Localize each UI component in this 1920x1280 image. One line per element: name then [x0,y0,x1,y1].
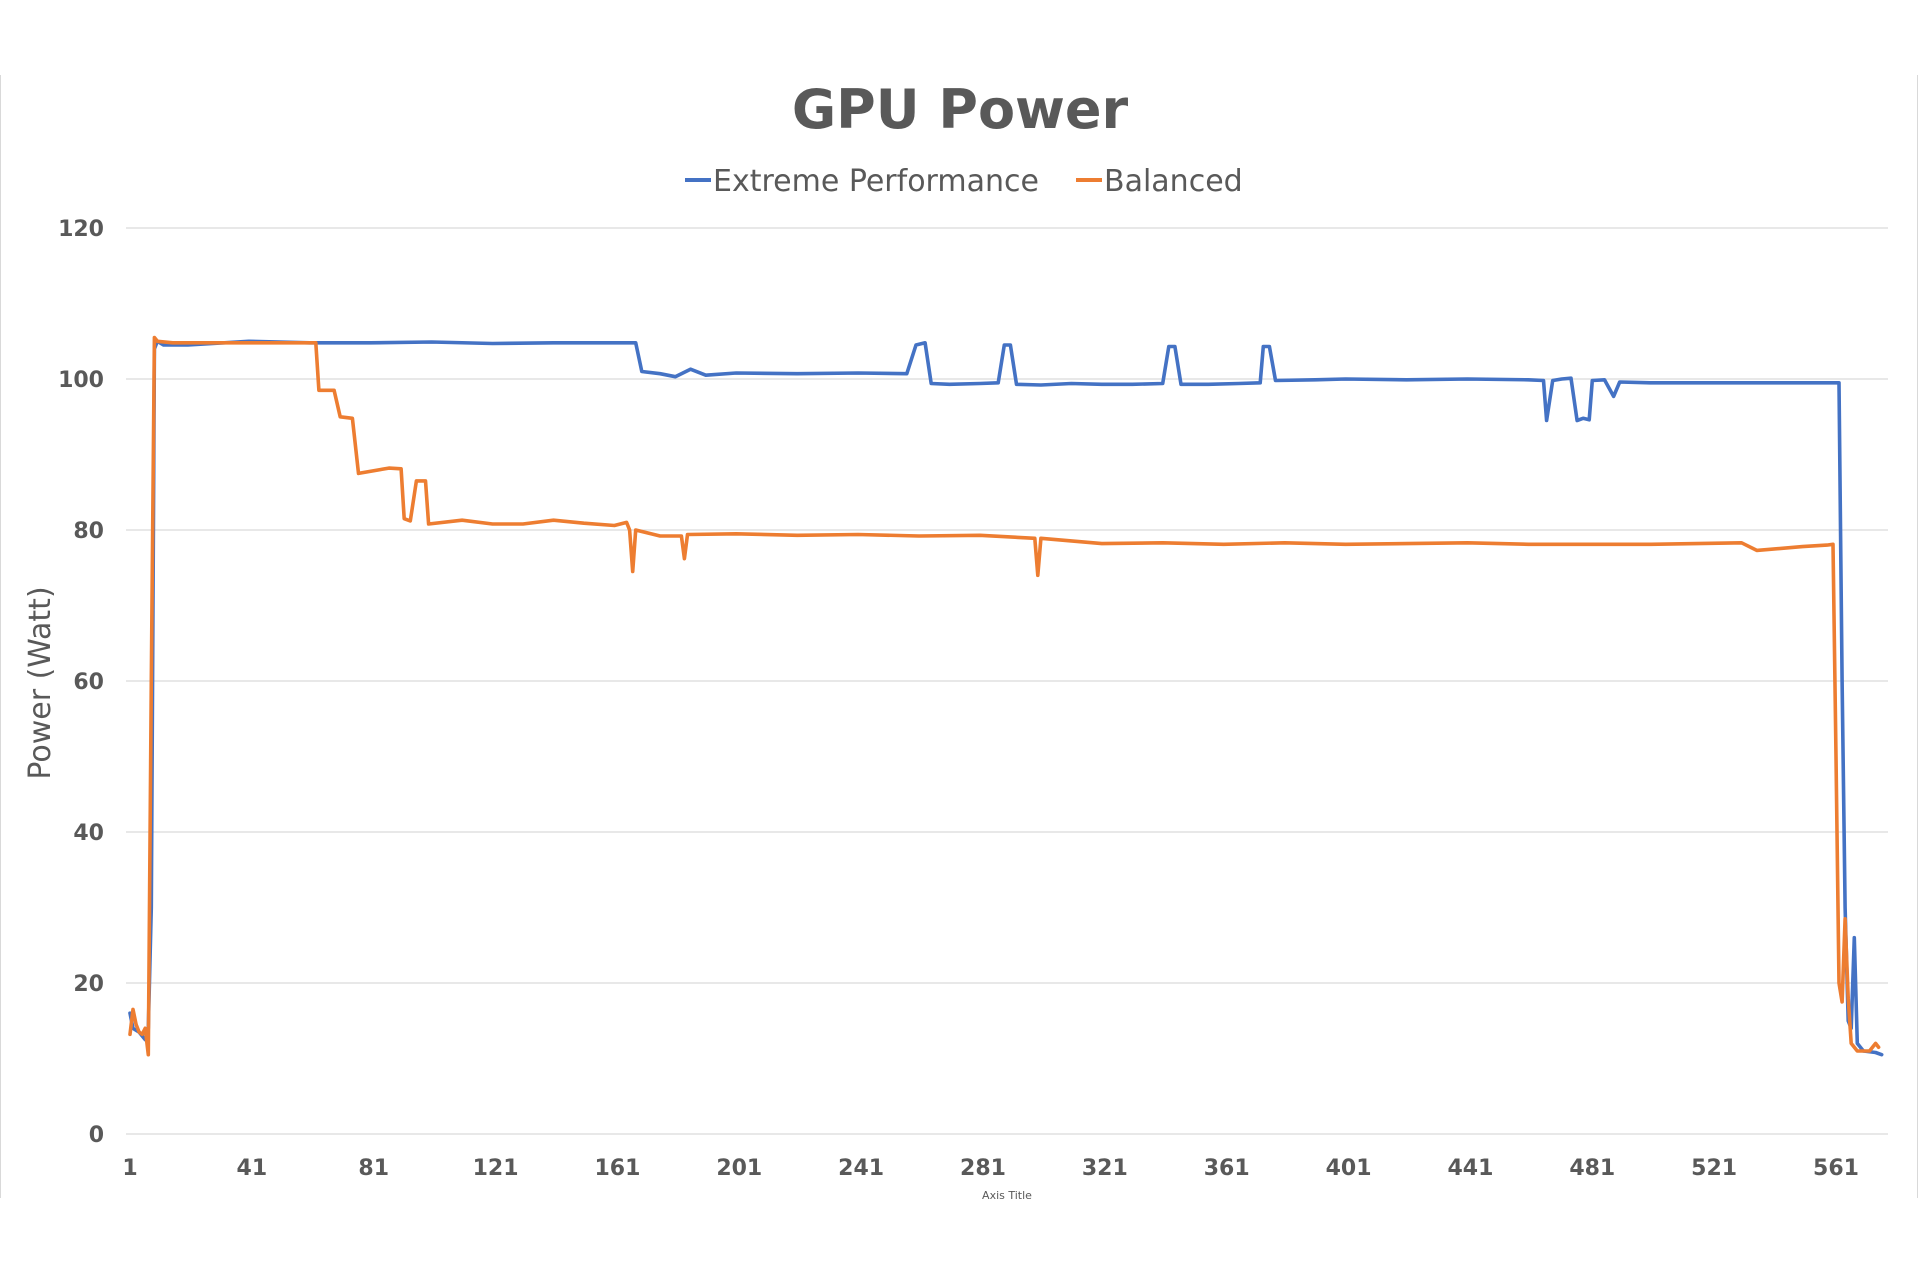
x-axis-ticks: 1 41 81 121 161 201 241 281 321 361 401 441 481 521 56… [122,1156,1859,1181]
y-tick-label: 40 [73,821,104,846]
x-axis-label: Axis Title [982,1189,1032,1202]
legend-label-extreme-performance: Extreme Performance [713,164,1039,199]
x-tick-label: 281 [960,1156,1006,1181]
x-tick-label: 401 [1326,1156,1372,1181]
chart-frame [0,75,1918,1198]
x-tick-label: 561 [1813,1156,1859,1181]
x-tick-label: 321 [1082,1156,1128,1181]
x-tick-label: 481 [1569,1156,1615,1181]
x-tick-label: 41 [237,1156,268,1181]
x-tick-label: 121 [473,1156,519,1181]
chart-title: GPU Power [792,78,1129,141]
x-tick-label: 81 [358,1156,389,1181]
x-tick-label: 361 [1204,1156,1250,1181]
series-lines [128,335,1884,1057]
y-tick-label: 20 [73,972,104,997]
y-tick-label: 80 [73,519,104,544]
gridlines [126,227,1888,1135]
x-tick-label: 241 [838,1156,884,1181]
y-axis-label: Power (Watt) [23,586,58,779]
y-axis-ticks: 0 20 40 60 80 100 120 [58,217,104,1148]
legend-label-balanced: Balanced [1104,164,1243,199]
x-tick-label: 161 [594,1156,640,1181]
y-tick-label: 0 [89,1123,104,1148]
x-tick-label: 1 [122,1156,137,1181]
x-tick-label: 521 [1691,1156,1737,1181]
legend: Extreme Performance Balanced [685,164,1243,199]
y-tick-label: 120 [58,217,104,242]
x-tick-label: 201 [716,1156,762,1181]
y-tick-label: 100 [58,368,104,393]
x-tick-label: 441 [1447,1156,1493,1181]
y-tick-label: 60 [73,670,104,695]
series-line-balanced [128,335,1881,1057]
series-line-extreme-performance [128,339,1884,1057]
